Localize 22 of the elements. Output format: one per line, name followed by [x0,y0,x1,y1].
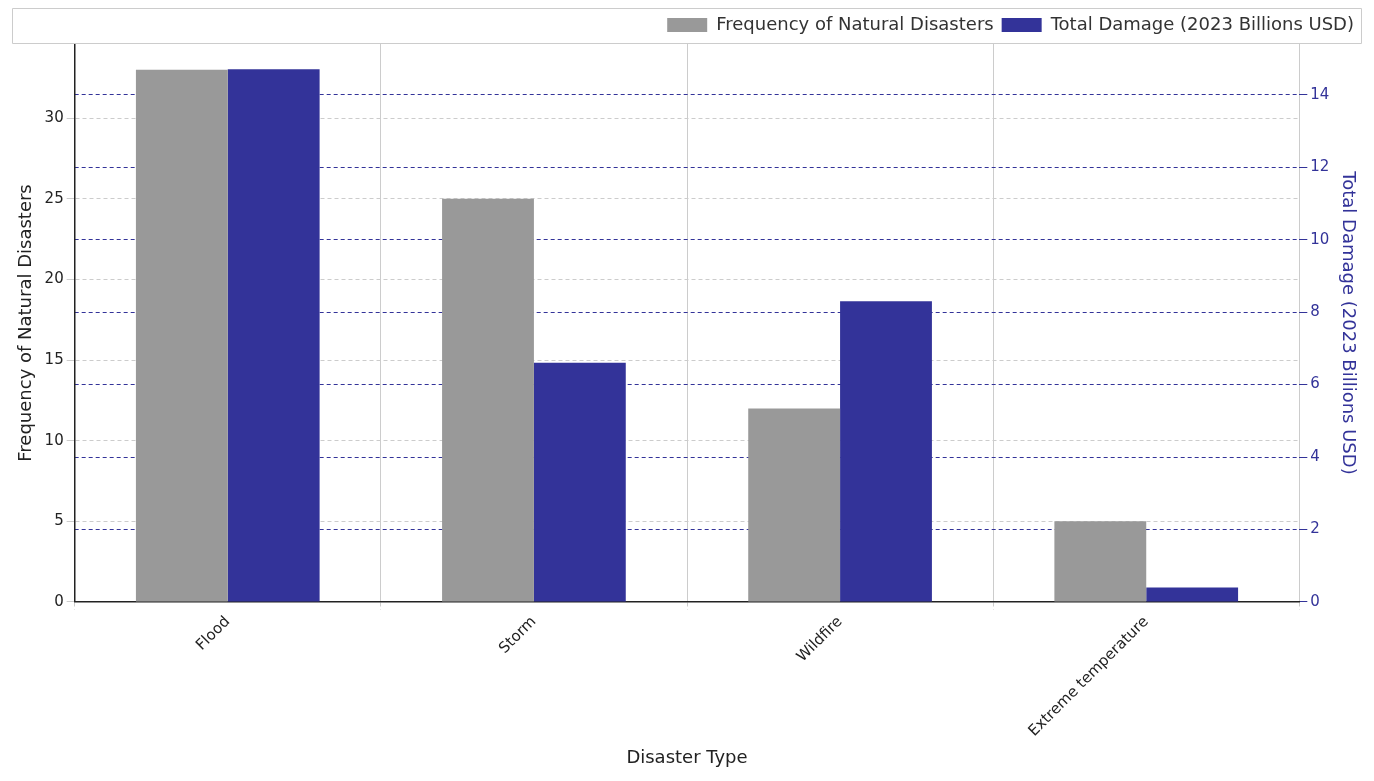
y2-tick-label: 0 [1310,591,1320,610]
legend-label: Frequency of Natural Disasters [716,12,994,34]
x-axis-title: Disaster Type [626,745,748,767]
y2-tick-label: 2 [1310,519,1320,538]
y-tick-label: 30 [44,108,64,127]
y-tick-label: 0 [54,591,64,610]
y-tick-label: 15 [44,349,64,368]
y2-tick-label: 4 [1310,446,1320,465]
y2-tick-label: 10 [1310,229,1330,248]
y2-tick-label: 8 [1310,302,1320,321]
legend-label: Total Damage (2023 Billions USD) [1049,12,1355,34]
y-tick-label: 20 [44,269,64,288]
y-tick-label: 10 [44,430,64,449]
y2-tick-label: 12 [1310,157,1330,176]
y-tick-label: 25 [44,188,64,207]
y2-tick-label: 14 [1310,84,1330,103]
bar [1054,521,1147,602]
y-axis-title: Frequency of Natural Disasters [14,184,36,462]
bar [1146,587,1239,602]
y-tick-label: 5 [54,511,64,530]
y2-axis-title: Total Damage (2023 Billions USD) [1338,170,1360,475]
y2-tick-label: 6 [1310,374,1320,393]
